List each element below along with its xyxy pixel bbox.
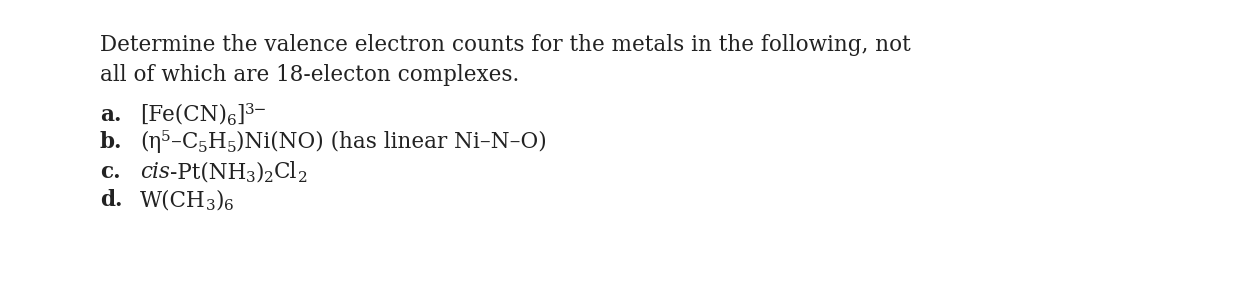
Text: ): ) (215, 189, 224, 211)
Text: 5: 5 (199, 141, 207, 155)
Text: cis: cis (140, 161, 170, 183)
Text: Determine the valence electron counts for the metals in the following, not: Determine the valence electron counts fo… (101, 34, 910, 56)
Text: )Ni(NO) (has linear Ni–N–O): )Ni(NO) (has linear Ni–N–O) (236, 131, 546, 153)
Text: 5: 5 (161, 130, 171, 144)
Text: –C: –C (171, 131, 199, 153)
Text: -Pt(NH: -Pt(NH (170, 161, 246, 183)
Text: c.: c. (101, 161, 120, 183)
Text: 2: 2 (298, 171, 307, 185)
Text: 6: 6 (224, 199, 233, 213)
Text: ): ) (256, 161, 265, 183)
Text: b.: b. (101, 131, 123, 153)
Text: 3: 3 (206, 199, 215, 213)
Text: Cl: Cl (274, 161, 298, 183)
Text: all of which are 18-electon complexes.: all of which are 18-electon complexes. (101, 64, 519, 86)
Text: a.: a. (101, 104, 122, 126)
Text: H: H (207, 131, 226, 153)
Text: [Fe(CN): [Fe(CN) (140, 104, 227, 126)
Text: (η: (η (140, 131, 161, 153)
Text: 3: 3 (246, 171, 256, 185)
Text: W(CH: W(CH (140, 189, 206, 211)
Text: 5: 5 (226, 141, 236, 155)
Text: ]: ] (237, 104, 245, 126)
Text: 6: 6 (227, 114, 237, 128)
Text: 3−: 3− (245, 103, 267, 117)
Text: d.: d. (101, 189, 123, 211)
Text: 2: 2 (265, 171, 274, 185)
